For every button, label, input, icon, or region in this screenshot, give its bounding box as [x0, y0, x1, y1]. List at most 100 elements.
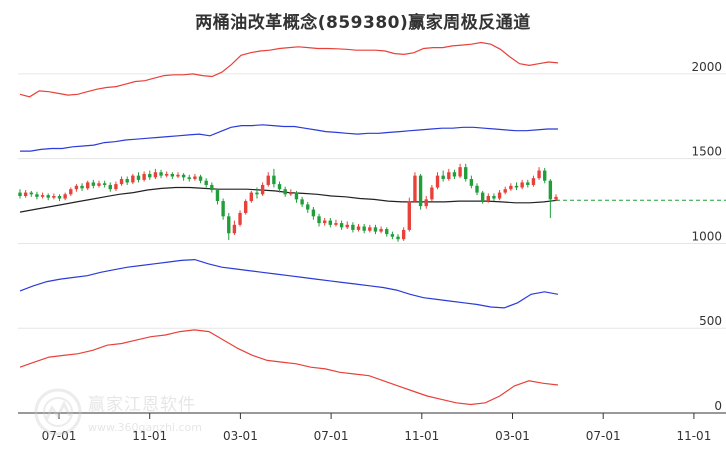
- y-tick-label-0: 0: [714, 399, 722, 413]
- x-tick-label-4: 11-01: [404, 429, 439, 443]
- candle-body: [362, 226, 366, 231]
- candle-body: [503, 189, 507, 193]
- candle-body: [526, 182, 530, 185]
- candle-body: [215, 190, 220, 202]
- candle-body: [356, 226, 361, 230]
- candle-body: [514, 185, 519, 188]
- grid-lines: [18, 73, 726, 414]
- candle-body: [142, 173, 146, 180]
- candle-body: [289, 192, 293, 195]
- candle-body: [401, 229, 406, 240]
- candle-body: [339, 223, 344, 228]
- candle-body: [210, 184, 214, 191]
- candle-body: [520, 182, 524, 188]
- candle-body: [311, 209, 316, 217]
- candle-body: [458, 167, 462, 177]
- candle-body: [424, 199, 428, 207]
- candle-body: [23, 192, 28, 196]
- candle-body: [497, 192, 502, 199]
- candle-body: [238, 212, 242, 225]
- candle-body: [435, 175, 440, 188]
- candle-body: [277, 184, 282, 190]
- candle-body: [193, 176, 197, 180]
- candle-body: [475, 185, 479, 193]
- candle-body: [351, 224, 355, 230]
- candle-body: [266, 175, 270, 185]
- candle-body: [131, 175, 135, 183]
- x-tick-label-1: 11-01: [132, 429, 167, 443]
- channel-band-3: [19, 258, 559, 309]
- candle-body: [52, 195, 56, 198]
- candle-body: [260, 184, 265, 195]
- candle-body: [204, 180, 208, 185]
- y-tick-label-1000: 1000: [691, 229, 722, 243]
- y-tick-label-1500: 1500: [691, 145, 722, 159]
- candle-body: [531, 178, 536, 185]
- candle-body: [232, 224, 237, 234]
- candle-body: [345, 224, 349, 228]
- candle-body: [249, 192, 254, 202]
- candle-body: [102, 183, 107, 185]
- candle-body: [57, 195, 62, 199]
- candle-body: [407, 201, 411, 230]
- candle-body: [452, 172, 457, 177]
- y-axis-ticks: 0 500 1000 1500 2000: [691, 60, 722, 413]
- candle-body: [294, 192, 299, 200]
- candle-body: [255, 192, 259, 195]
- candle-body: [554, 196, 558, 200]
- candle-body: [480, 192, 485, 202]
- channel-band-4: [19, 329, 559, 406]
- candle-body: [119, 179, 124, 185]
- candle-body: [548, 180, 553, 200]
- candle-body: [464, 167, 468, 180]
- channel-band-1: [20, 124, 558, 152]
- candle-body: [181, 174, 186, 178]
- candle-body: [227, 216, 231, 234]
- candle-body: [441, 175, 445, 180]
- candle-body: [283, 189, 287, 195]
- candle-body: [317, 216, 321, 224]
- channel-bands: [19, 41, 559, 406]
- candle-body: [29, 192, 33, 195]
- candle-body: [221, 201, 225, 217]
- candle-body: [390, 234, 395, 237]
- candle-body: [114, 184, 118, 190]
- candle-body: [125, 179, 129, 183]
- candle-body: [165, 173, 169, 176]
- chart-title: 两桶油改革概念(859380)赢家周极反通道: [195, 13, 531, 33]
- candle-body: [418, 175, 423, 207]
- candle-body: [447, 172, 451, 180]
- candle-body: [18, 192, 22, 196]
- candle-body: [187, 177, 191, 180]
- candle-body: [159, 172, 163, 176]
- candle-body: [379, 229, 383, 232]
- candle-body: [148, 173, 152, 178]
- candles: [18, 163, 558, 242]
- candle-body: [334, 223, 338, 225]
- candle-body: [97, 183, 101, 186]
- candle-body: [243, 201, 248, 213]
- candle-body: [385, 229, 389, 235]
- candle-body: [63, 194, 67, 199]
- candle-body: [413, 175, 417, 202]
- x-tick-label-5: 03-01: [495, 429, 530, 443]
- candle-body: [153, 172, 158, 178]
- channel-band-2: [19, 186, 559, 213]
- candle-body: [136, 175, 141, 180]
- candle-body: [543, 170, 547, 181]
- candle-body: [40, 195, 45, 197]
- candle-body: [86, 182, 90, 189]
- candle-body: [396, 236, 400, 240]
- candle-body: [46, 195, 50, 198]
- x-tick-label-7: 11-01: [676, 429, 711, 443]
- candle-body: [300, 199, 304, 205]
- candle-body: [74, 185, 79, 190]
- candle-body: [373, 227, 378, 232]
- y-tick-label-500: 500: [699, 314, 722, 328]
- candle-body: [176, 174, 180, 177]
- channel-band-0: [19, 41, 559, 98]
- x-axis-ticks: 07-01 11-01 03-01 07-01 11-01 03-01 07-01 11-01: [18, 412, 726, 443]
- candle-body: [69, 189, 73, 195]
- y-tick-label-2000: 2000: [691, 60, 722, 74]
